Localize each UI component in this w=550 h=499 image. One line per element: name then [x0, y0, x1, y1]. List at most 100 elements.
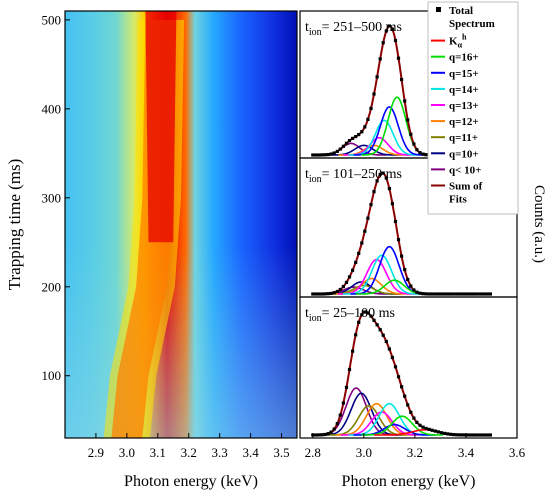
heatmap-x-tick-label: 3.1 — [150, 445, 166, 460]
data-point-total-spectrum — [357, 320, 361, 324]
heatmap-y-tick-label: 400 — [42, 101, 62, 116]
heatmap-ridge — [103, 11, 185, 438]
data-point-total-spectrum — [461, 292, 465, 296]
spectrum-x-tick-label: 3.2 — [407, 445, 423, 460]
data-point-total-spectrum — [409, 284, 413, 288]
data-point-total-spectrum — [335, 422, 339, 426]
data-point-total-spectrum — [409, 410, 413, 414]
data-point-total-spectrum — [482, 433, 486, 437]
panel-time-label: tion= 101–250 ms — [305, 167, 402, 185]
data-point-total-spectrum — [488, 433, 492, 437]
heatmap-x-tick-label: 3.2 — [181, 445, 197, 460]
data-point-total-spectrum — [485, 292, 489, 296]
data-point-total-spectrum — [439, 431, 443, 435]
heatmap-frame — [64, 10, 298, 439]
legend-entry-q13-label: q=13+ — [449, 100, 479, 112]
data-point-total-spectrum — [384, 29, 388, 33]
legend-entry-totalspectrum-label: Total — [449, 5, 473, 17]
data-point-total-spectrum — [387, 347, 391, 351]
data-point-total-spectrum — [470, 292, 474, 296]
data-point-total-spectrum — [347, 275, 352, 279]
data-point-total-spectrum — [378, 328, 382, 332]
data-point-total-spectrum — [329, 291, 333, 295]
data-point-total-spectrum — [369, 106, 373, 110]
data-point-total-spectrum — [344, 280, 349, 284]
legend-box — [427, 1, 519, 215]
heatmap-x-tick-label: 3.0 — [119, 445, 135, 460]
legend-entry-totalspectrum-marker — [436, 7, 441, 12]
data-point-total-spectrum — [375, 323, 379, 327]
data-point-total-spectrum — [390, 202, 394, 206]
data-point-total-spectrum — [311, 292, 315, 296]
data-point-total-spectrum — [372, 92, 376, 96]
data-point-total-spectrum — [357, 251, 361, 255]
series-line-q14 — [342, 254, 421, 295]
data-point-total-spectrum — [351, 268, 355, 272]
data-point-total-spectrum — [464, 292, 468, 296]
data-point-total-spectrum — [458, 292, 462, 296]
data-point-total-spectrum — [366, 117, 370, 121]
data-point-total-spectrum — [311, 153, 315, 157]
data-point-total-spectrum — [415, 290, 419, 294]
data-point-total-spectrum — [482, 292, 486, 296]
data-point-total-spectrum — [418, 423, 422, 427]
data-point-total-spectrum — [372, 318, 376, 322]
data-point-total-spectrum — [446, 292, 450, 296]
legend-entry-q11-label: q=11+ — [449, 132, 478, 144]
data-point-total-spectrum — [412, 416, 416, 420]
data-point-total-spectrum — [326, 153, 330, 157]
heatmap-y-tick-label: 100 — [42, 368, 62, 383]
data-point-total-spectrum — [418, 151, 422, 155]
heatmap-y-axis-title: Trapping time (ms) — [5, 159, 24, 291]
data-point-total-spectrum — [452, 433, 456, 437]
legend-entry-q16-label: q=16+ — [449, 52, 479, 64]
data-point-total-spectrum — [433, 292, 437, 296]
data-point-total-spectrum — [393, 38, 398, 43]
data-point-total-spectrum — [421, 292, 425, 296]
data-point-total-spectrum — [476, 292, 480, 296]
data-point-total-spectrum — [344, 141, 349, 145]
data-point-total-spectrum — [427, 427, 431, 431]
data-point-total-spectrum — [363, 229, 367, 233]
spectrum-x-tick-label: 3.4 — [458, 445, 475, 460]
data-point-total-spectrum — [378, 57, 382, 61]
data-point-total-spectrum — [344, 385, 349, 389]
data-point-total-spectrum — [412, 142, 416, 146]
data-point-total-spectrum — [372, 190, 376, 194]
legend-entry-q10-label: q< 10+ — [449, 164, 481, 176]
data-point-total-spectrum — [455, 433, 459, 437]
data-point-total-spectrum — [360, 313, 364, 317]
spectrum-x-tick-label: 2.8 — [305, 445, 321, 460]
data-point-total-spectrum — [363, 310, 367, 314]
data-point-total-spectrum — [347, 367, 352, 372]
heatmap-x-tick-label: 3.3 — [212, 445, 228, 460]
legend-entry-k-label: Kαh — [449, 33, 467, 50]
data-point-total-spectrum — [366, 216, 370, 220]
data-point-total-spectrum — [403, 99, 407, 103]
data-point-total-spectrum — [338, 287, 342, 292]
heatmap-x-tick-label: 3.5 — [273, 445, 289, 460]
data-point-total-spectrum — [415, 148, 419, 152]
data-point-total-spectrum — [467, 433, 471, 437]
data-point-total-spectrum — [320, 153, 324, 157]
data-point-total-spectrum — [449, 292, 453, 296]
data-point-total-spectrum — [369, 314, 373, 318]
spectrum-x-tick-label: 3.6 — [509, 445, 526, 460]
data-point-total-spectrum — [452, 292, 456, 296]
data-point-total-spectrum — [332, 151, 336, 155]
data-point-total-spectrum — [335, 149, 339, 153]
heatmap-x-tick-label: 2.9 — [88, 445, 104, 460]
data-point-total-spectrum — [421, 425, 425, 429]
data-point-total-spectrum — [442, 292, 447, 296]
legend-entry-q12-label: q=12+ — [449, 116, 479, 128]
data-point-total-spectrum — [436, 292, 440, 296]
data-point-total-spectrum — [479, 292, 483, 296]
legend-entry-sumoffits-label: Sum of — [449, 180, 483, 192]
data-point-total-spectrum — [357, 133, 361, 137]
data-point-total-spectrum — [390, 355, 394, 360]
heatmap-core-red — [145, 11, 177, 243]
data-point-total-spectrum — [433, 429, 437, 433]
data-point-total-spectrum — [354, 260, 358, 264]
data-point-total-spectrum — [351, 136, 355, 140]
data-point-total-spectrum — [341, 284, 345, 289]
